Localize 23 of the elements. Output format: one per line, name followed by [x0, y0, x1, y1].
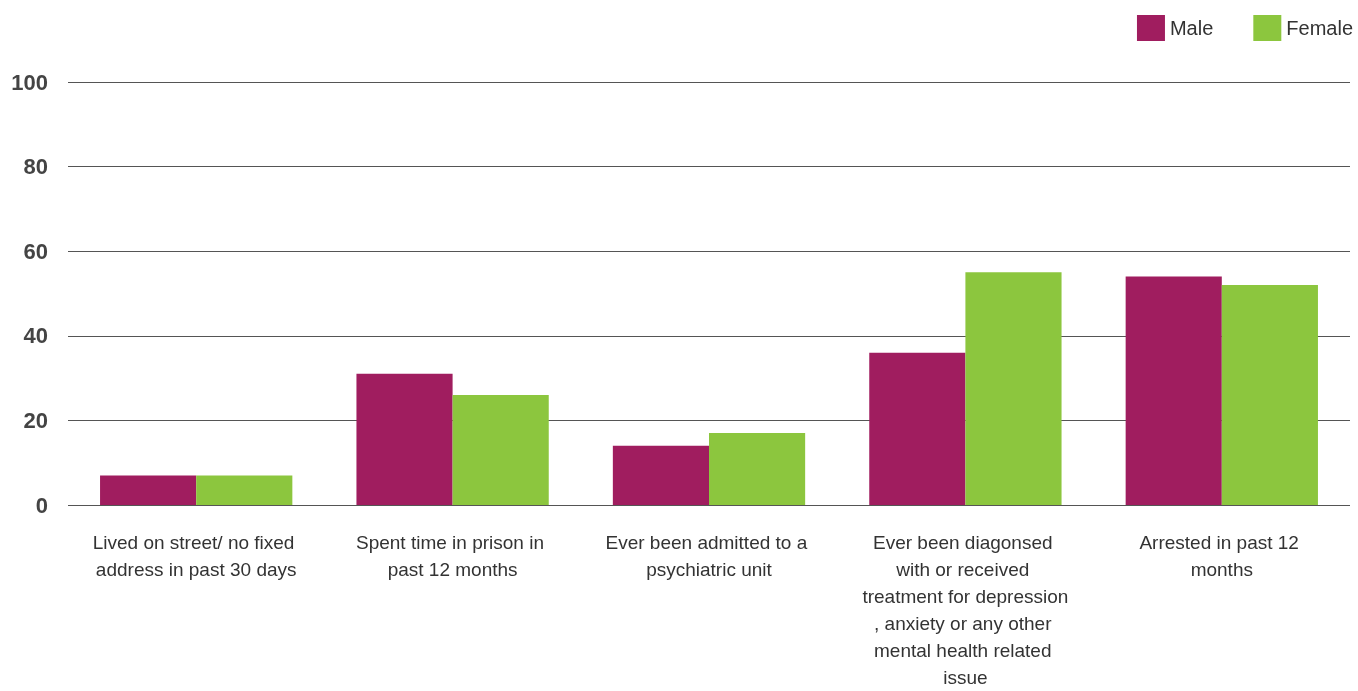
- y-tick-label: 40: [23, 323, 48, 349]
- bar: [1125, 276, 1222, 505]
- y-tick-label: 60: [23, 238, 48, 264]
- bar: [196, 475, 293, 505]
- bar: [452, 395, 549, 505]
- bar: [612, 445, 709, 505]
- x-tick-label: Arrested in past 12 months: [1139, 532, 1305, 580]
- bar: [1221, 285, 1318, 505]
- legend-label: Female: [1286, 17, 1354, 39]
- x-tick-label: Lived on street/ no fixed address in past 30 days: [92, 532, 300, 580]
- bar: [356, 373, 453, 505]
- x-tick-label: Spent time in prison in past 12 months: [355, 532, 550, 580]
- y-tick-label: 100: [11, 69, 48, 95]
- bar: [709, 433, 806, 505]
- y-tick-label: 20: [23, 407, 48, 433]
- legend-label: Male: [1169, 17, 1214, 39]
- bar: [965, 272, 1062, 505]
- y-tick-label: 0: [35, 492, 48, 518]
- y-tick-label: 80: [23, 154, 48, 180]
- x-tick-label: Ever been diagonsed with or received treatment for depression, anxiety or any other mental health related issue: [862, 532, 1069, 688]
- x-tick-label: Ever been admitted to a psychiatric unit: [605, 532, 813, 580]
- bar: [869, 352, 966, 505]
- bar: [100, 475, 197, 505]
